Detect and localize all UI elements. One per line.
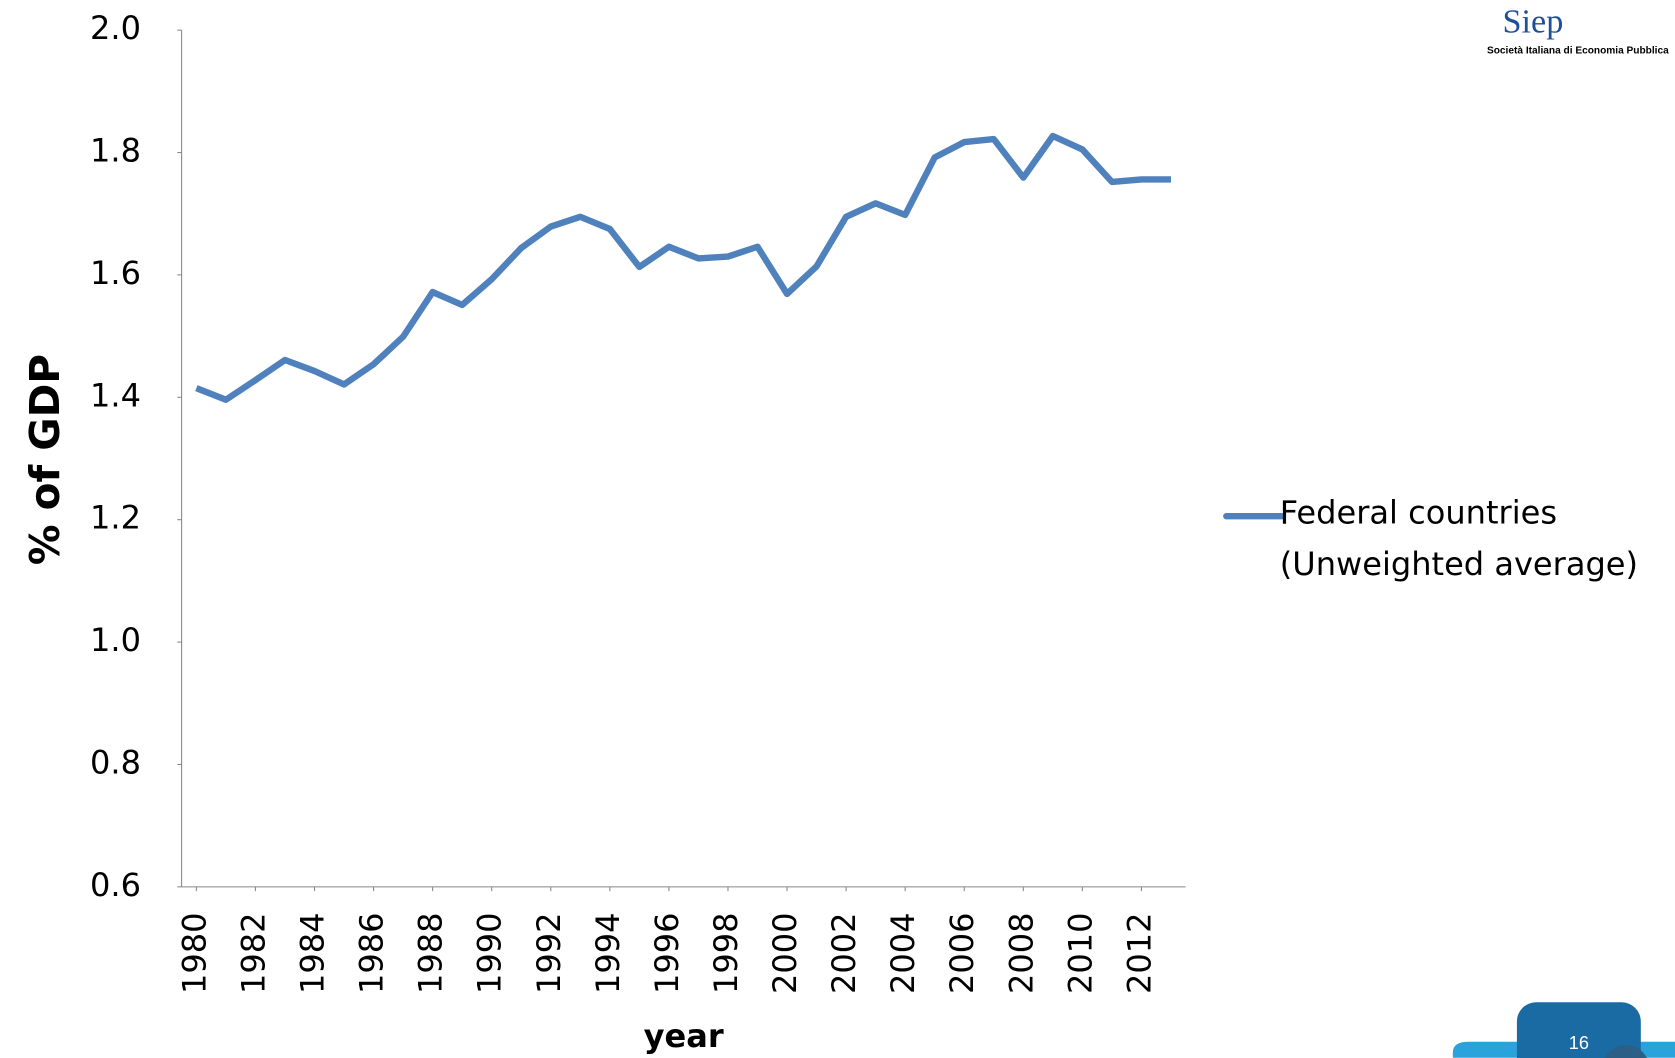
y-tick-label: 1.0 (90, 621, 141, 659)
y-axis-title: % of GDP (21, 354, 69, 565)
y-tick-label: 1.8 (90, 132, 141, 170)
decor (1604, 1044, 1647, 1058)
y-tick-label: 0.6 (90, 866, 141, 904)
logo-subtitle: Società Italiana di Economia Pubblica (1487, 46, 1669, 57)
x-tick-label: 1992 (530, 912, 568, 994)
x-tick-label: 2010 (1061, 912, 1099, 994)
x-tick-label: 2004 (884, 912, 922, 994)
x-tick-label: 1988 (412, 912, 450, 994)
x-tick-label: 1996 (648, 912, 686, 994)
y-tick-label: 1.4 (90, 376, 141, 414)
x-tick-label: 2008 (1002, 912, 1040, 994)
x-tick-label: 1984 (294, 912, 332, 994)
x-tick-label: 1986 (353, 912, 391, 994)
x-tick-label: 2002 (825, 912, 863, 994)
line (195, 132, 1171, 403)
x-tick-label: 2006 (943, 912, 981, 994)
page-number: 16 (1569, 1033, 1589, 1053)
page-badge (1516, 1002, 1641, 1058)
x-axis-title: year (644, 1017, 724, 1055)
x-tick-label: 2000 (766, 912, 804, 994)
x-tick-label: 1980 (175, 912, 213, 994)
x-tick-label: 1990 (471, 912, 509, 994)
x-tick-label: 1994 (589, 912, 627, 994)
y-tick-label: 1.2 (90, 499, 141, 537)
legend-box: Federal countries (Unweighted average) (1279, 494, 1639, 584)
x-tick-label: 1998 (707, 912, 745, 994)
y-tick-label: 1.6 (90, 254, 141, 292)
y-tick-label: 0.8 (90, 743, 141, 781)
x-tick-label: 2012 (1120, 912, 1158, 994)
x-tick-label: 1982 (234, 912, 272, 994)
y-tick-label: 2.0 (90, 9, 141, 47)
logo: Siep (1503, 3, 1564, 40)
legend-label: Federal countries (Unweighted average) (1279, 494, 1639, 584)
